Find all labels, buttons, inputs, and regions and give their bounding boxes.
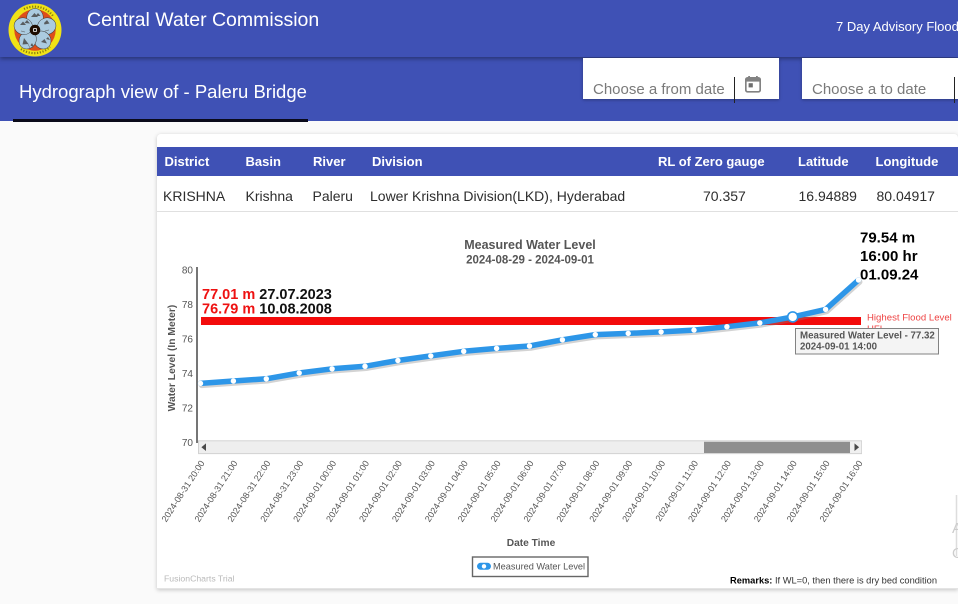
svg-text:01.09.24: 01.09.24 xyxy=(860,267,919,284)
svg-text:Highest Flood Level: Highest Flood Level xyxy=(867,313,952,324)
svg-text:80: 80 xyxy=(182,266,194,277)
svg-text:76.79 m 10.08.2008: 76.79 m 10.08.2008 xyxy=(202,302,332,318)
svg-text:Measured Water Level - 77.32: Measured Water Level - 77.32 xyxy=(800,331,935,342)
svg-text:Measured Water Level: Measured Water Level xyxy=(493,562,585,572)
svg-text:2024-08-29 - 2024-09-01: 2024-08-29 - 2024-09-01 xyxy=(466,255,594,267)
svg-text:Water Level (In Meter): Water Level (In Meter) xyxy=(167,305,178,412)
svg-text:Date Time: Date Time xyxy=(507,538,556,549)
svg-text:2024-09-01 14:00: 2024-09-01 14:00 xyxy=(800,342,877,353)
svg-text:FusionCharts Trial: FusionCharts Trial xyxy=(164,574,235,584)
svg-text:Remarks: If WL=0, then there i: Remarks: If WL=0, then there is dry bed … xyxy=(730,576,937,586)
svg-text:O: O xyxy=(952,545,958,562)
svg-text:76: 76 xyxy=(182,335,194,346)
svg-text:70: 70 xyxy=(182,438,194,449)
svg-text:Measured Water Level: Measured Water Level xyxy=(464,238,596,252)
svg-text:74: 74 xyxy=(182,369,194,380)
svg-text:16:00 hr: 16:00 hr xyxy=(860,248,918,265)
svg-text:A: A xyxy=(952,520,958,537)
svg-text:72: 72 xyxy=(182,404,194,415)
svg-text:78: 78 xyxy=(182,300,194,311)
svg-text:79.54 m: 79.54 m xyxy=(860,230,915,247)
svg-text:77.01 m 27.07.2023: 77.01 m 27.07.2023 xyxy=(202,287,332,303)
